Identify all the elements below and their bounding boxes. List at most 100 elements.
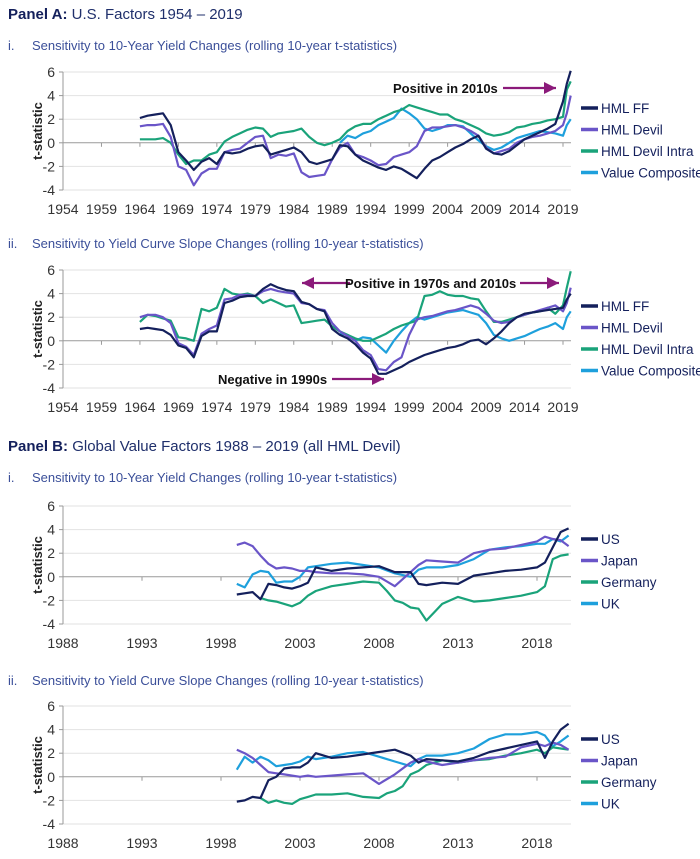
annotation-arrowhead bbox=[544, 82, 556, 94]
series-line-japan bbox=[236, 741, 570, 786]
x-tick-label: 2018 bbox=[521, 635, 552, 651]
x-tick-label: 2014 bbox=[509, 201, 540, 217]
series-line-hml-devil-intra bbox=[139, 270, 572, 342]
y-tick-label: 4 bbox=[47, 722, 55, 738]
x-tick-label: 2013 bbox=[442, 835, 473, 851]
x-tick-label: 1984 bbox=[278, 201, 309, 217]
x-tick-label: 2014 bbox=[509, 399, 540, 415]
x-tick-label: 1964 bbox=[124, 201, 155, 217]
x-tick-label: 2008 bbox=[363, 635, 394, 651]
chart-number: ii. bbox=[8, 673, 18, 688]
chart-number: i. bbox=[8, 38, 15, 53]
y-axis-label: t-statistic bbox=[30, 102, 45, 160]
annotation-text: Positive in 1970s and 2010s bbox=[345, 276, 516, 291]
panel-a-heading: Panel A: U.S. Factors 1954 – 2019 bbox=[8, 6, 243, 23]
x-tick-label: 1979 bbox=[240, 399, 271, 415]
x-tick-label: 1979 bbox=[240, 201, 271, 217]
x-tick-label: 2013 bbox=[442, 635, 473, 651]
y-tick-label: -2 bbox=[43, 158, 56, 174]
x-tick-label: 2003 bbox=[284, 635, 315, 651]
y-tick-label: 4 bbox=[47, 286, 55, 302]
legend-label: Japan bbox=[601, 754, 638, 769]
x-tick-label: 1988 bbox=[47, 635, 78, 651]
x-tick-label: 1984 bbox=[278, 399, 309, 415]
series-line-us bbox=[236, 527, 570, 601]
series-line-uk bbox=[235, 730, 570, 771]
y-tick-label: -2 bbox=[43, 792, 56, 808]
y-tick-label: -4 bbox=[43, 816, 56, 832]
x-tick-label: 1998 bbox=[205, 635, 236, 651]
x-tick-label: 1974 bbox=[201, 399, 232, 415]
annotation-arrowhead bbox=[547, 277, 559, 289]
x-tick-label: 2019 bbox=[547, 399, 578, 415]
chart-b-ii: 6 4 2 0 -2 -4 t-statistic 1988 1993 1998 2003 2008 2… bbox=[30, 698, 657, 851]
x-tick-label: 1954 bbox=[47, 399, 78, 415]
y-tick-label: 2 bbox=[47, 545, 55, 561]
chart-a-i: 6 4 2 0 -2 -4 t-statistic 1954 1959 1964 1969 1974 1… bbox=[30, 64, 700, 217]
y-tick-label: 4 bbox=[47, 522, 55, 538]
x-tick-label: 2019 bbox=[547, 201, 578, 217]
x-tick-label: 1994 bbox=[355, 399, 386, 415]
annotation-arrowhead bbox=[302, 277, 314, 289]
y-tick-label: 6 bbox=[47, 262, 55, 278]
x-tick-label: 2009 bbox=[470, 399, 501, 415]
y-tick-label: 0 bbox=[47, 569, 55, 585]
chart-a-ii: 6 4 2 0 -2 -4 t-statistic 1954 1959 1964 1969 1974 1… bbox=[30, 262, 700, 415]
x-tick-label: 1998 bbox=[205, 835, 236, 851]
x-tick-label: 2003 bbox=[284, 835, 315, 851]
x-tick-label: 1988 bbox=[47, 835, 78, 851]
annotation-text: Positive in 2010s bbox=[393, 81, 498, 96]
y-axis-label: t-statistic bbox=[30, 536, 45, 594]
x-tick-label: 1959 bbox=[86, 399, 117, 415]
x-tick-label: 1964 bbox=[124, 399, 155, 415]
chart-title: Sensitivity to 10-Year Yield Changes (ro… bbox=[32, 470, 398, 485]
chart-b-i: 6 4 2 0 -2 -4 t-statistic 1988 1993 1998 2003 2008 2… bbox=[30, 498, 657, 651]
y-tick-label: -2 bbox=[43, 356, 56, 372]
y-tick-label: 6 bbox=[47, 498, 55, 514]
legend-label: HML Devil Intra bbox=[601, 342, 694, 357]
legend-label: Germany bbox=[601, 575, 657, 590]
y-tick-label: -4 bbox=[43, 182, 56, 198]
chart-number: i. bbox=[8, 470, 15, 485]
y-tick-label: 6 bbox=[47, 698, 55, 714]
legend-label: HML Devil bbox=[601, 123, 663, 138]
series-line-hml-devil bbox=[139, 95, 572, 187]
x-tick-label: 2008 bbox=[363, 835, 394, 851]
legend-label: HML FF bbox=[601, 101, 649, 116]
y-tick-label: 2 bbox=[47, 111, 55, 127]
panel-a-title: U.S. Factors 1954 – 2019 bbox=[71, 6, 243, 23]
panel-b-label: Panel B: bbox=[8, 438, 69, 455]
y-tick-label: -4 bbox=[43, 380, 56, 396]
series-line-uk bbox=[236, 534, 570, 589]
y-tick-label: 2 bbox=[47, 309, 55, 325]
legend-label: US bbox=[601, 732, 620, 747]
legend-label: Japan bbox=[601, 554, 638, 569]
y-tick-label: -2 bbox=[43, 592, 56, 608]
x-tick-label: 1994 bbox=[355, 201, 386, 217]
legend-label: HML FF bbox=[601, 299, 649, 314]
legend-label: Value Composite bbox=[601, 364, 700, 379]
y-tick-label: 2 bbox=[47, 745, 55, 761]
y-tick-label: 0 bbox=[47, 333, 55, 349]
y-tick-label: 0 bbox=[47, 135, 55, 151]
x-tick-label: 1954 bbox=[47, 201, 78, 217]
annotation-arrowhead bbox=[372, 373, 384, 385]
y-tick-label: 4 bbox=[47, 88, 55, 104]
panel-b-heading: Panel B: Global Value Factors 1988 – 201… bbox=[8, 438, 401, 455]
series-line-value-composite bbox=[339, 308, 572, 354]
legend-label: HML Devil bbox=[601, 321, 663, 336]
chart-a-ii-title: ii. Sensitivity to Yield Curve Slope Chan… bbox=[8, 236, 424, 251]
x-tick-label: 2004 bbox=[432, 399, 463, 415]
x-tick-label: 1974 bbox=[201, 201, 232, 217]
series-line-hml-ff bbox=[139, 70, 572, 180]
x-tick-label: 1969 bbox=[163, 399, 194, 415]
legend-label: Germany bbox=[601, 775, 657, 790]
x-tick-label: 1959 bbox=[86, 201, 117, 217]
chart-a-i-title: i. Sensitivity to 10-Year Yield Changes (… bbox=[8, 38, 397, 53]
x-tick-label: 1993 bbox=[126, 835, 157, 851]
chart-b-i-title: i. Sensitivity to 10-Year Yield Changes (… bbox=[8, 470, 397, 485]
series-line-germany bbox=[260, 553, 569, 622]
series-line-hml-ff bbox=[139, 283, 572, 375]
legend-label: US bbox=[601, 532, 620, 547]
series-line-value-composite bbox=[339, 107, 572, 152]
